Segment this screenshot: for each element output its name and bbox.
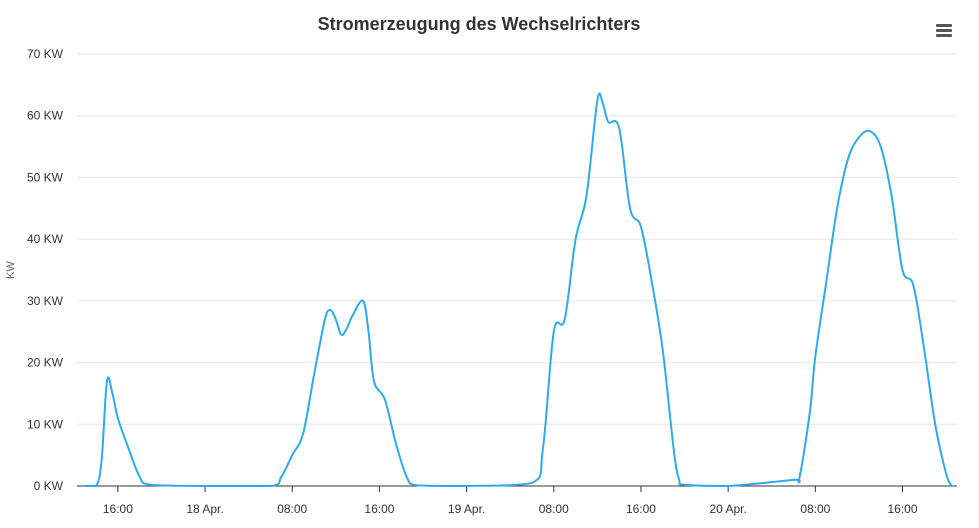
y-tick-label: 20 KW: [27, 356, 64, 370]
y-tick-label: 50 KW: [27, 170, 64, 184]
x-tick-label: 16:00: [626, 502, 656, 516]
hamburger-menu-icon: [936, 24, 952, 27]
y-tick-label: 60 KW: [27, 109, 64, 123]
chart-title: Stromerzeugung des Wechselrichters: [318, 14, 641, 34]
x-tick-label: 16:00: [887, 502, 917, 516]
y-tick-label: 30 KW: [27, 294, 64, 308]
menu-button[interactable]: [930, 18, 958, 44]
grid: [77, 53, 957, 425]
y-tick-label: 10 KW: [27, 417, 64, 431]
x-tick-label: 18 Apr.: [186, 502, 223, 516]
series-layer: [84, 92, 953, 488]
y-tick-label: 0 KW: [34, 479, 64, 493]
x-tick-label: 20 Apr.: [709, 502, 746, 516]
x-tick-label: 08:00: [539, 502, 569, 516]
x-tick-label: 16:00: [364, 502, 394, 516]
series-line: [84, 92, 953, 488]
x-tick-label: 08:00: [277, 502, 307, 516]
x-tick-label: 16:00: [103, 502, 133, 516]
y-tick-label: 40 KW: [27, 232, 64, 246]
y-tick-label: 70 KW: [27, 47, 64, 61]
x-tick-label: 19 Apr.: [448, 502, 485, 516]
x-tick-label: 08:00: [800, 502, 830, 516]
x-axis: 16:00 18 Apr. 08:00 16:00 19 Apr. 08:00 16:00 2…: [77, 485, 957, 516]
y-axis-title: KW: [5, 261, 17, 279]
y-axis: 0 KW 10 KW 20 KW 30 KW 40 KW 50 KW 60 KW 70 KW: [27, 47, 64, 493]
